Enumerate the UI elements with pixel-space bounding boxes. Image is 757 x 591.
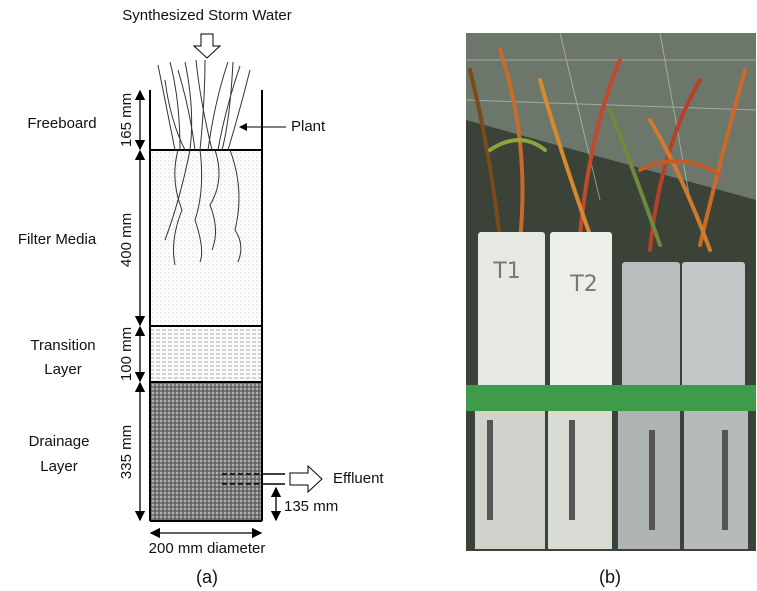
layer-label: Drainage: [29, 433, 90, 450]
effluent-label: Effluent: [333, 470, 384, 487]
layer-label: Transition: [30, 337, 95, 354]
layer-label: Layer: [44, 361, 82, 378]
layer-label: Filter Media: [18, 231, 97, 248]
column-label: T2: [569, 272, 597, 297]
outlet-pipe: [222, 473, 285, 485]
depth-label: 335 mm: [118, 425, 135, 479]
outlet-height-label: 135 mm: [284, 498, 338, 515]
column-label: T1: [492, 259, 520, 284]
depth-label: 165 mm: [118, 93, 135, 147]
inflow-label: Synthesized Storm Water: [122, 7, 292, 24]
drainage-layer: [150, 382, 262, 521]
diameter-label: 200 mm diameter: [149, 540, 266, 557]
filter-media: [150, 150, 262, 326]
caption: (b): [599, 567, 621, 587]
transition-layer: [150, 326, 262, 382]
plant: [157, 59, 251, 266]
layer-label: Freeboard: [27, 115, 96, 132]
photo: T1 T2 (b): [465, 32, 757, 587]
plant-label: Plant: [291, 118, 326, 135]
depth-label: 400 mm: [118, 213, 135, 267]
diagram: Synthesized Storm Water Plant Freeboard …: [18, 7, 385, 587]
inflow-arrow: [192, 33, 222, 59]
layer-label: Layer: [40, 458, 78, 475]
column-outline: [149, 90, 263, 522]
caption: (a): [196, 567, 218, 587]
depth-label: 100 mm: [118, 327, 135, 381]
effluent-arrow: [289, 464, 323, 494]
